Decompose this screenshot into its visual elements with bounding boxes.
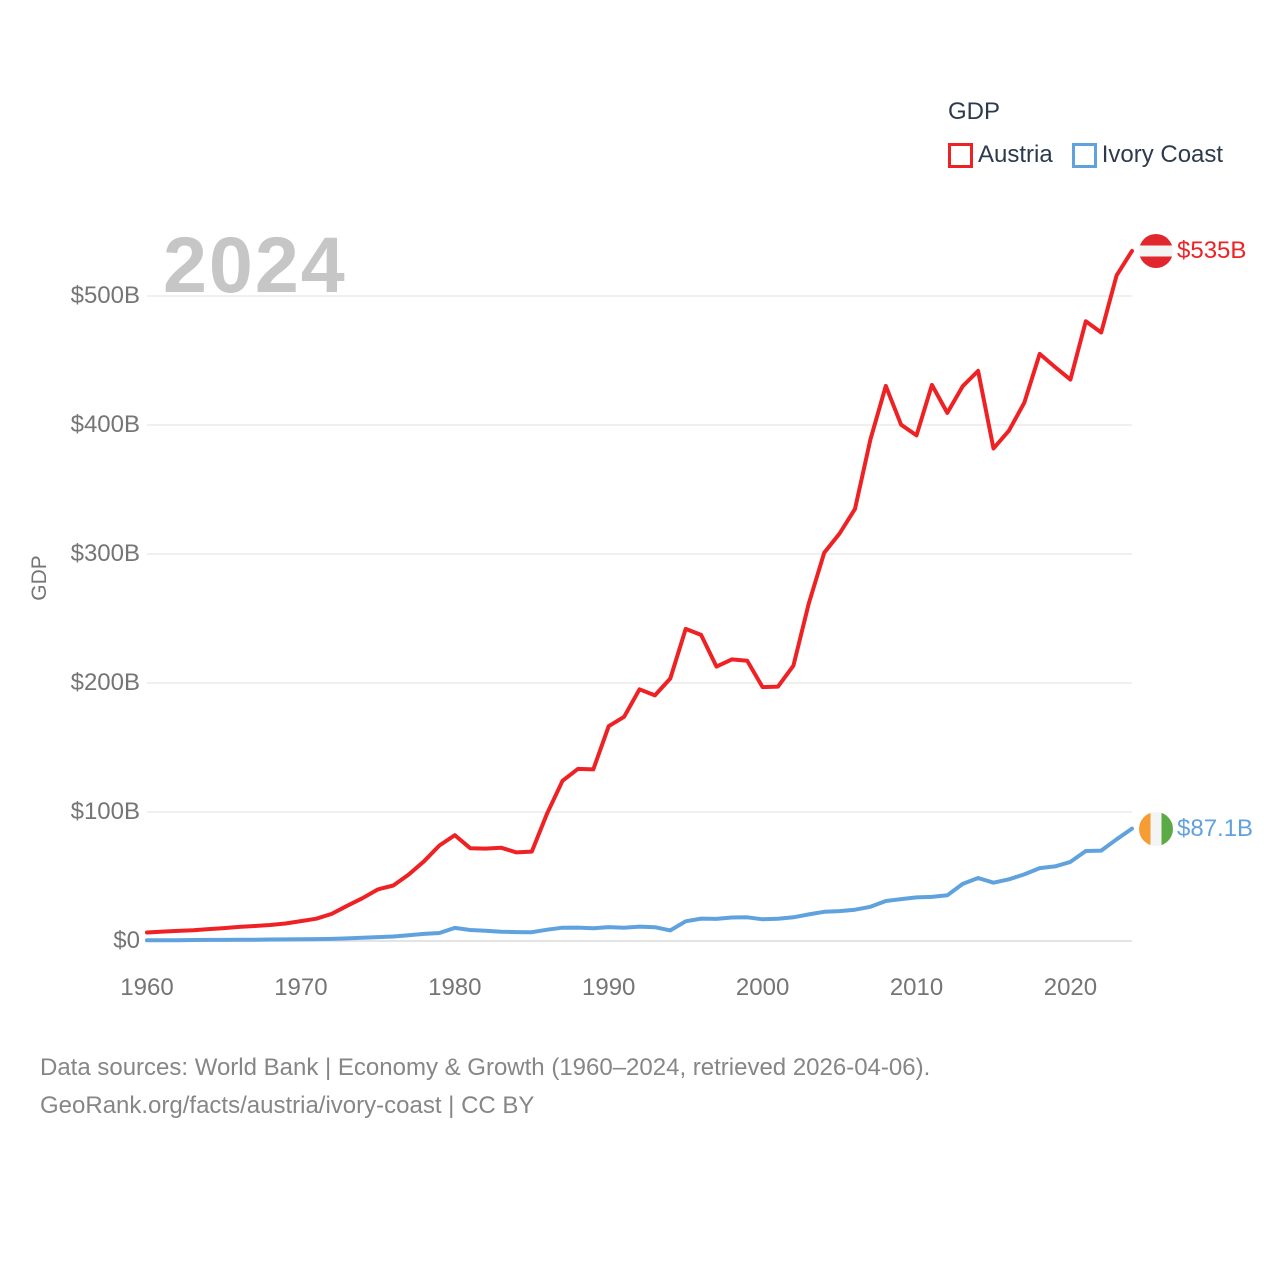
- austria-flag-icon: [1139, 233, 1173, 268]
- y-tick-label: $200B: [70, 669, 140, 696]
- x-tick-label: 1990: [582, 974, 636, 1001]
- line-austria[interactable]: [145, 248, 1134, 935]
- line-ivory-coast[interactable]: [145, 826, 1134, 943]
- y-tick-label: $300B: [70, 540, 140, 567]
- ivory-coast-end-value-label: $87.1B: [1177, 814, 1254, 842]
- legend-item-austria[interactable]: Austria: [948, 142, 1053, 168]
- legend-label-ivory-coast: Ivory Coast: [1101, 141, 1224, 168]
- austria-series-swatch-icon: [948, 142, 973, 168]
- footer-attribution-line: GeoRank.org/facts/austria/ivory-coast | …: [40, 1092, 535, 1119]
- y-tick-label: $100B: [70, 798, 140, 825]
- x-tick-label: 1960: [120, 974, 174, 1001]
- ivory-coast-flag-icon: [1139, 811, 1173, 846]
- ivory-coast-series-swatch-icon: [1071, 142, 1097, 168]
- legend-label-austria: Austria: [978, 141, 1053, 168]
- legend-item-ivory-coast[interactable]: Ivory Coast: [1071, 141, 1224, 168]
- x-tick-label: 2010: [889, 974, 944, 1001]
- x-tick-label: 2000: [735, 974, 790, 1001]
- watermark-year: 2024: [163, 220, 347, 309]
- footer-sources-line: Data sources: World Bank | Economy & Gro…: [40, 1054, 931, 1081]
- austria-end-value-label: $535B: [1177, 236, 1247, 264]
- legend-title: GDP: [948, 98, 1001, 125]
- x-tick-label: 2020: [1043, 974, 1098, 1001]
- y-tick-label: $500B: [70, 282, 140, 309]
- y-tick-label: $0: [113, 927, 140, 954]
- x-tick-label: 1970: [274, 974, 328, 1001]
- legend-items: Austria Ivory Coast: [948, 142, 1223, 168]
- x-tick-label: 1980: [428, 974, 482, 1001]
- chart-legend: GDP Austria Ivory Coast: [948, 99, 1223, 168]
- data-sources-footer: Data sources: World Bank | Economy & Gro…: [40, 1049, 930, 1125]
- y-tick-label: $400B: [70, 411, 140, 438]
